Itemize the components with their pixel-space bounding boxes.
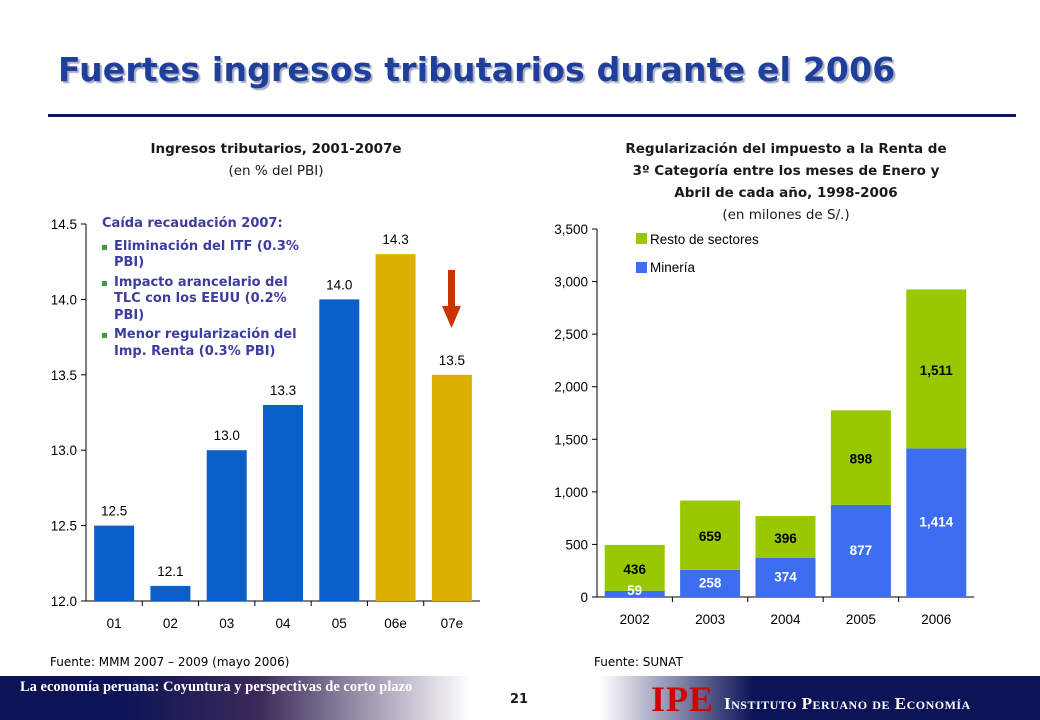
rest-value-label: 396: [774, 531, 797, 546]
note-list: Eliminación del ITF (0.3% PBI) Impacto a…: [102, 239, 314, 361]
note-item-text: Eliminación del ITF (0.3% PBI): [114, 238, 299, 271]
x-tick-label: 03: [219, 616, 234, 631]
rest-bar-2006: [906, 289, 967, 449]
rest-bar-2002: [604, 544, 665, 591]
chart2-subtitle: (en milones de S/.): [722, 207, 850, 223]
chart1-title: Ingresos tributarios, 2001-2007e: [150, 141, 402, 157]
bar-01: [94, 525, 135, 601]
chart2-title-line3: Abril de cada año, 1998-2006: [674, 185, 898, 201]
chart2-title-line1: Regularización del impuesto a la Renta d…: [625, 141, 947, 157]
y-tick-label: 12.5: [51, 519, 77, 534]
bar-02: [150, 585, 191, 601]
y-tick-label: 2,000: [554, 380, 588, 395]
mining-value-label: 59: [627, 583, 642, 598]
legend-label-rest: Resto de sectores: [650, 232, 759, 247]
rest-value-label: 659: [699, 529, 722, 544]
rest-bar-2005: [830, 410, 891, 505]
bar-value-label: 14.0: [326, 277, 352, 292]
bar-value-label: 12.1: [157, 564, 183, 579]
note-item: Eliminación del ITF (0.3% PBI): [102, 239, 314, 272]
chart1-source: Fuente: MMM 2007 – 2009 (mayo 2006): [50, 655, 290, 669]
x-tick-label: 2006: [921, 612, 951, 627]
rest-value-label: 1,511: [920, 363, 954, 378]
chart1-subtitle: (en % del PBI): [228, 163, 324, 179]
footer-left-banner: La economía peruana: Coyuntura y perspec…: [0, 676, 470, 720]
bar-05: [319, 299, 360, 601]
title-divider: [48, 114, 1016, 117]
chart2-header: Regularización del impuesto a la Renta d…: [580, 138, 992, 226]
x-tick-label: 2004: [770, 612, 801, 627]
chart2-source: Fuente: SUNAT: [594, 655, 683, 669]
y-tick-label: 3,500: [554, 222, 588, 237]
rest-value-label: 898: [850, 452, 873, 467]
rest-bar-2003: [680, 500, 741, 570]
bullet-icon: [102, 244, 107, 250]
note-item: Impacto arancelario del TLC con los EEUU…: [102, 275, 314, 325]
mining-value-label: 1,414: [919, 515, 953, 530]
decline-arrow-shaft: [448, 270, 455, 308]
note-item-text: Impacto arancelario del TLC con los EEUU…: [114, 274, 288, 323]
revenue-drop-note: Caída recaudación 2007: Eliminación del …: [102, 216, 314, 363]
y-tick-label: 14.5: [51, 217, 77, 232]
y-tick-label: 1,500: [554, 432, 588, 447]
bar-value-label: 14.3: [382, 232, 408, 247]
bar-03: [206, 450, 247, 601]
x-tick-label: 2002: [620, 612, 650, 627]
x-tick-label: 2005: [846, 612, 876, 627]
y-tick-label: 3,000: [554, 275, 588, 290]
mining-bar-2002: [604, 590, 665, 597]
x-tick-label: 02: [163, 616, 178, 631]
mining-value-label: 258: [699, 575, 722, 590]
note-item: Menor regularización del Imp. Renta (0.3…: [102, 327, 314, 360]
y-tick-label: 500: [565, 537, 588, 552]
y-tick-label: 12.0: [51, 594, 77, 609]
y-tick-label: 2,500: [554, 327, 588, 342]
y-tick-label: 1,000: [554, 485, 588, 500]
x-tick-label: 04: [275, 616, 291, 631]
bar-value-label: 13.0: [214, 428, 240, 443]
legend-swatch-rest: [636, 233, 647, 244]
mining-bar-2006: [906, 448, 967, 597]
y-tick-label: 0: [580, 590, 588, 605]
mining-bar-2003: [680, 569, 741, 597]
y-tick-label: 14.0: [51, 292, 77, 307]
x-tick-label: 05: [332, 616, 347, 631]
ipe-logo: IPE: [651, 679, 715, 719]
x-tick-label: 2003: [695, 612, 725, 627]
legend-swatch-mining: [636, 262, 647, 273]
x-tick-label: 01: [107, 616, 122, 631]
footer-presentation-title: La economía peruana: Coyuntura y perspec…: [20, 679, 413, 695]
chart2-title-line2: 3º Categoría entre los meses de Enero y: [632, 163, 940, 179]
mining-value-label: 877: [850, 543, 873, 558]
bar-06e: [375, 254, 416, 601]
bar-04: [263, 404, 303, 601]
mining-bar-2004: [755, 557, 816, 597]
mining-value-label: 374: [774, 569, 797, 584]
chart1-header: Ingresos tributarios, 2001-2007e (en % d…: [90, 138, 462, 182]
mining-bar-2005: [830, 504, 891, 597]
decline-arrow-icon: [442, 306, 461, 328]
bar-value-label: 13.3: [270, 383, 296, 398]
bullet-icon: [102, 333, 107, 338]
bar-07e: [431, 374, 472, 601]
page-title: Fuertes ingresos tributarios durante el …: [58, 50, 896, 89]
y-tick-label: 13.5: [51, 368, 77, 383]
institute-name: Instituto Peruano de Economía: [724, 694, 971, 713]
rest-value-label: 436: [623, 562, 646, 577]
note-item-text: Menor regularización del Imp. Renta (0.3…: [114, 327, 297, 359]
note-title: Caída recaudación 2007:: [102, 216, 283, 231]
x-tick-label: 06e: [384, 616, 407, 631]
y-tick-label: 13.0: [51, 443, 77, 458]
footer-right-banner: [600, 676, 1040, 720]
bullet-icon: [102, 280, 107, 286]
x-tick-label: 07e: [441, 616, 464, 631]
rest-bar-2004: [755, 516, 816, 558]
legend-label-mining: Minería: [650, 260, 696, 275]
bar-value-label: 13.5: [439, 353, 465, 368]
bar-value-label: 12.5: [101, 504, 127, 519]
page-number: 21: [510, 692, 529, 707]
